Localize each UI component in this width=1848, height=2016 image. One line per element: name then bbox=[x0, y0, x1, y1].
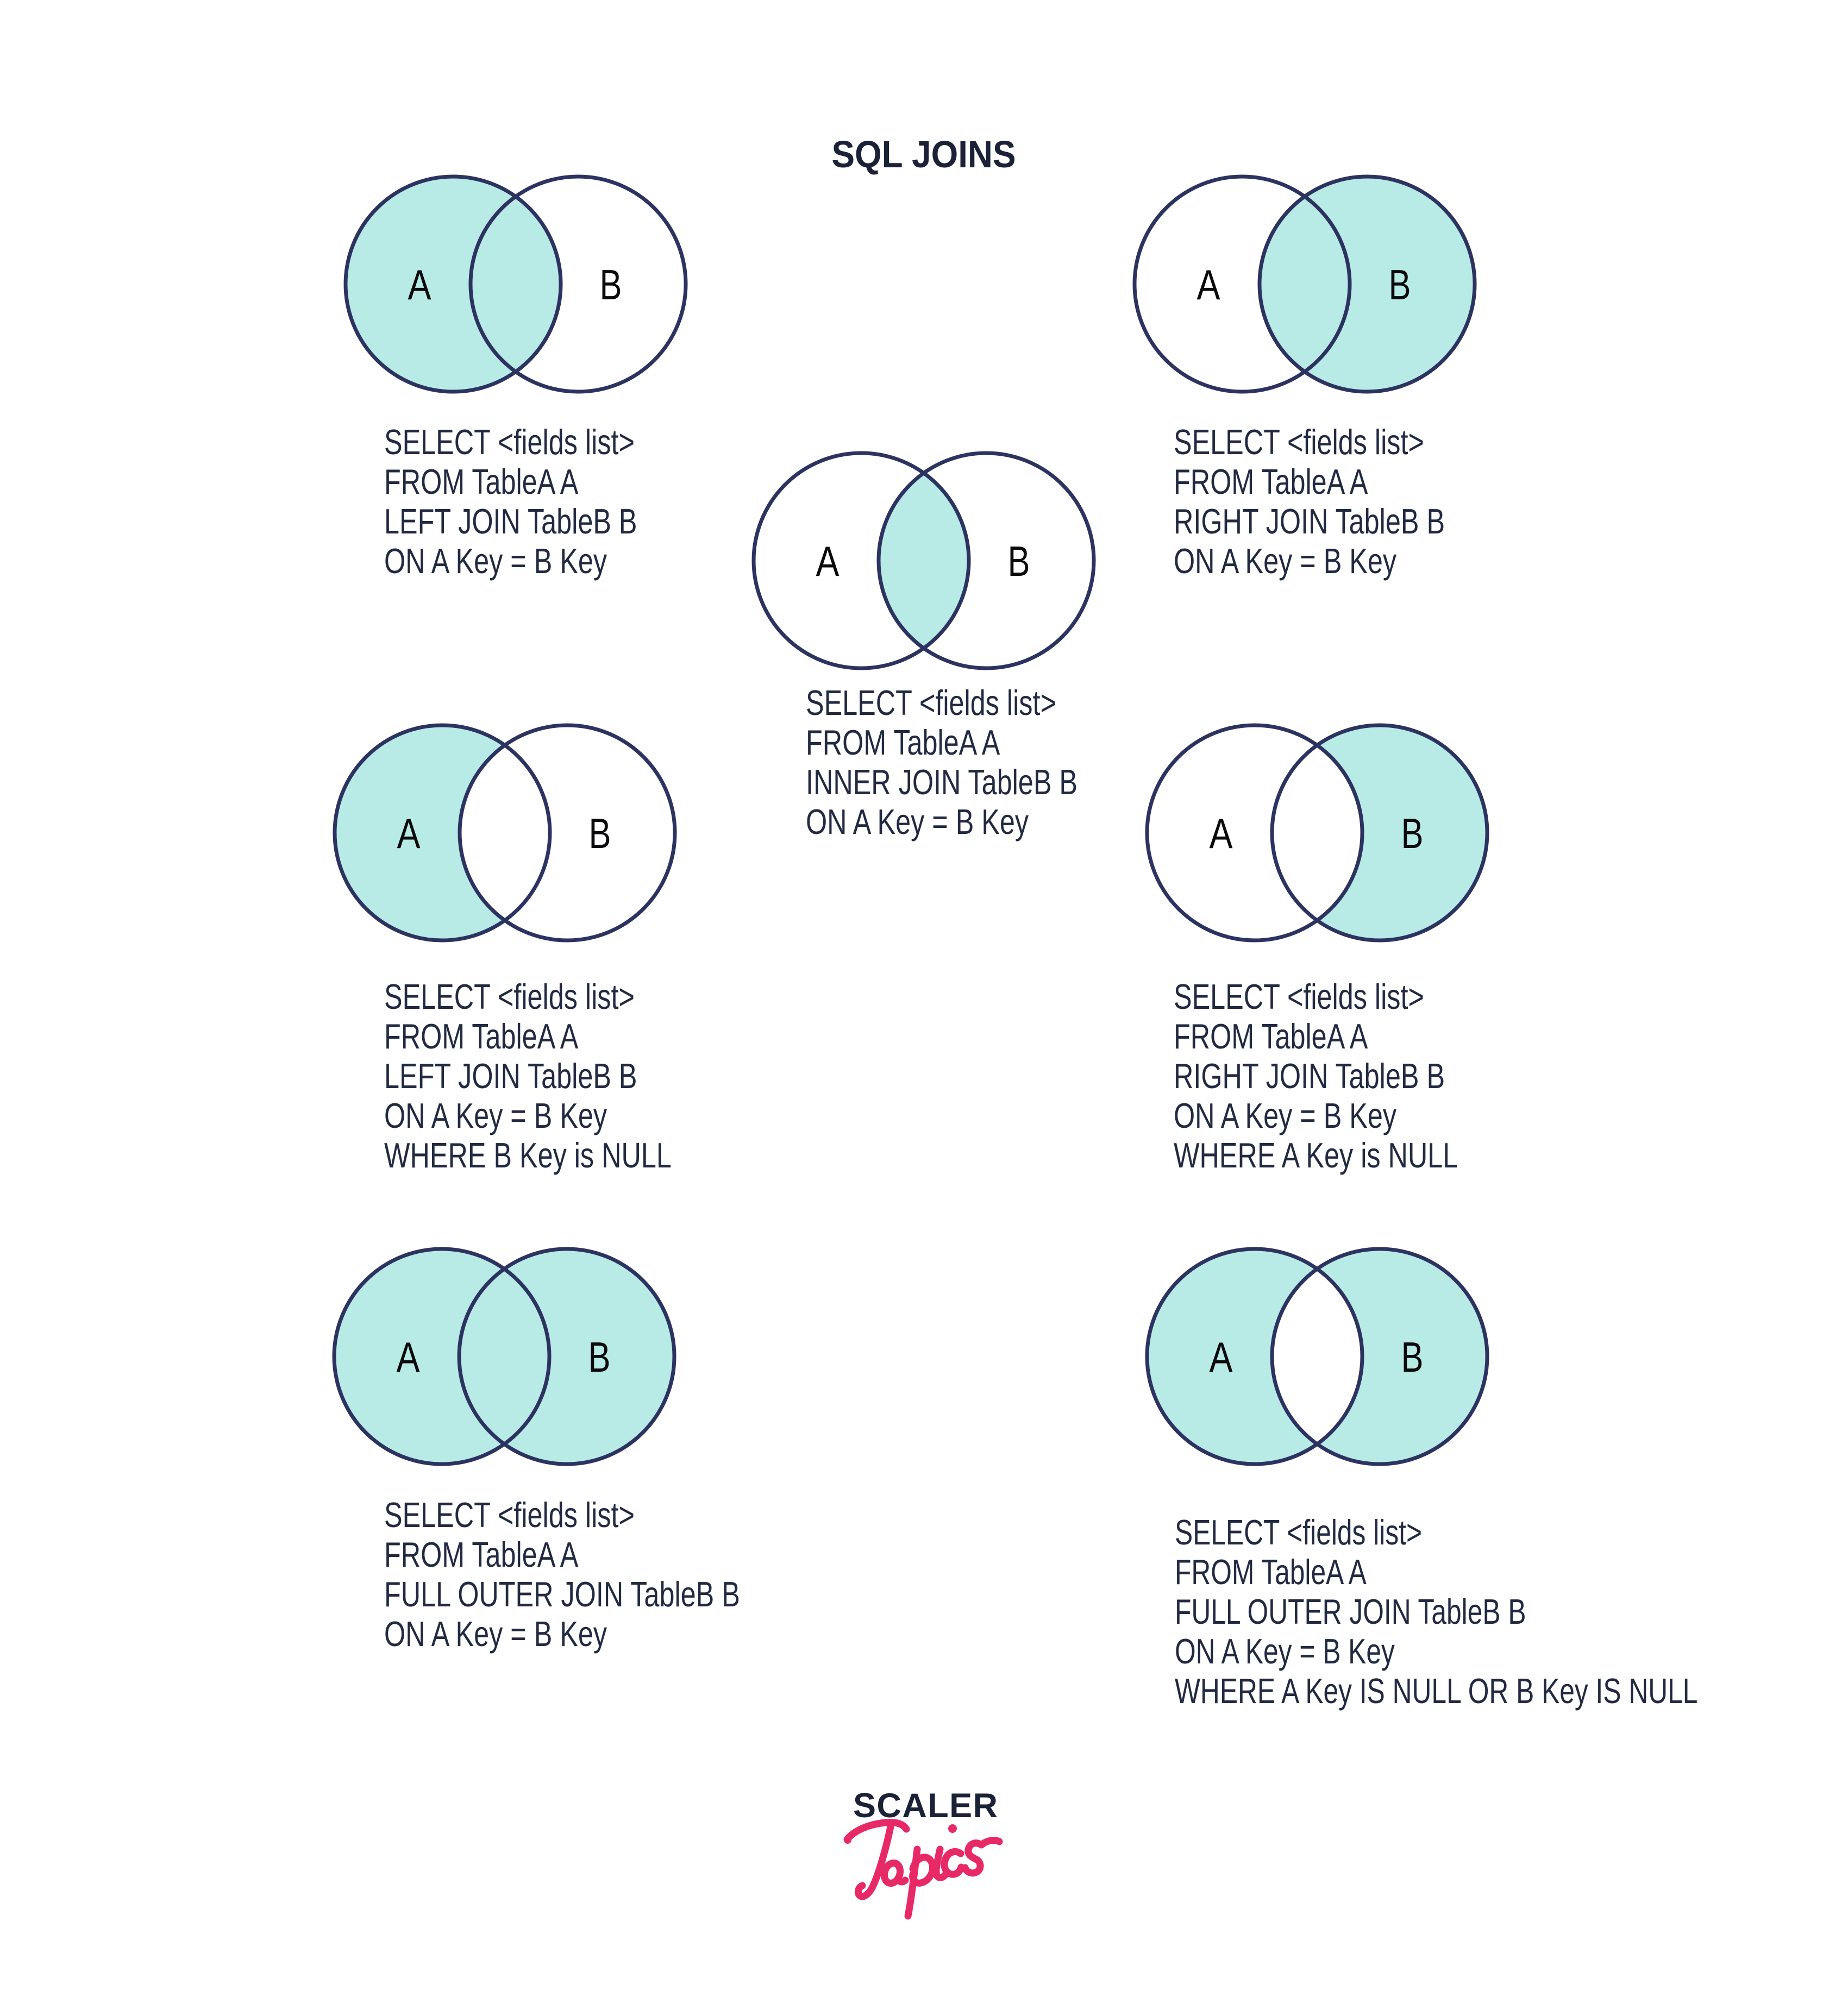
svg-text:A: A bbox=[397, 1333, 420, 1381]
svg-text:ON A Key = B Key: ON A Key = B Key bbox=[1175, 1632, 1395, 1672]
svg-text:SELECT <fields list>: SELECT <fields list> bbox=[1175, 1513, 1422, 1553]
svg-text:FROM TableA A: FROM TableA A bbox=[1174, 1017, 1368, 1057]
svg-text:B: B bbox=[1389, 261, 1411, 309]
svg-text:SELECT <fields list>: SELECT <fields list> bbox=[384, 423, 635, 462]
svg-text:B: B bbox=[1008, 537, 1030, 585]
svg-text:LEFT JOIN TableB B: LEFT JOIN TableB B bbox=[384, 502, 637, 542]
svg-text:FROM TableA A: FROM TableA A bbox=[384, 462, 578, 502]
svg-text:B: B bbox=[589, 809, 611, 857]
svg-text:A: A bbox=[1210, 1333, 1233, 1381]
svg-text:B: B bbox=[1401, 1333, 1424, 1381]
svg-text:WHERE A Key IS NULL OR B Key I: WHERE A Key IS NULL OR B Key IS NULL bbox=[1175, 1672, 1697, 1711]
svg-text:FROM TableA A: FROM TableA A bbox=[1175, 1553, 1367, 1592]
svg-text:ON A Key = B Key: ON A Key = B Key bbox=[1174, 1096, 1396, 1136]
svg-text:RIGHT JOIN TableB B: RIGHT JOIN TableB B bbox=[1174, 1057, 1445, 1096]
svg-text:INNER JOIN TableB B: INNER JOIN TableB B bbox=[806, 763, 1078, 802]
svg-text:B: B bbox=[600, 261, 622, 309]
svg-text:ON A Key = B Key: ON A Key = B Key bbox=[384, 542, 607, 581]
svg-text:FULL OUTER JOIN TableB B: FULL OUTER JOIN TableB B bbox=[1175, 1593, 1526, 1632]
svg-text:A: A bbox=[397, 809, 421, 857]
svg-text:SELECT <fields list>: SELECT <fields list> bbox=[806, 683, 1056, 723]
svg-text:SQL JOINS: SQL JOINS bbox=[832, 133, 1016, 175]
svg-text:WHERE B Key is NULL: WHERE B Key is NULL bbox=[384, 1136, 672, 1176]
svg-text:ON A Key = B Key: ON A Key = B Key bbox=[384, 1096, 607, 1136]
svg-text:SELECT <fields list>: SELECT <fields list> bbox=[384, 977, 635, 1017]
svg-text:FROM TableA A: FROM TableA A bbox=[806, 723, 1000, 763]
svg-text:ON A Key = B Key: ON A Key = B Key bbox=[384, 1615, 607, 1654]
svg-text:RIGHT JOIN TableB B: RIGHT JOIN TableB B bbox=[1174, 502, 1445, 542]
svg-text:A: A bbox=[1210, 809, 1233, 857]
svg-text:SELECT <fields list>: SELECT <fields list> bbox=[1174, 977, 1424, 1017]
svg-text:WHERE A Key is NULL: WHERE A Key is NULL bbox=[1174, 1136, 1458, 1176]
svg-text:FROM TableA A: FROM TableA A bbox=[1174, 462, 1368, 502]
svg-text:FULL OUTER JOIN TableB B: FULL OUTER JOIN TableB B bbox=[384, 1575, 740, 1615]
svg-text:A: A bbox=[408, 261, 431, 309]
svg-text:ON A Key = B Key: ON A Key = B Key bbox=[806, 802, 1029, 842]
svg-text:B: B bbox=[588, 1333, 611, 1381]
svg-text:SELECT <fields list>: SELECT <fields list> bbox=[384, 1496, 635, 1535]
svg-text:B: B bbox=[1401, 809, 1424, 857]
svg-text:SELECT <fields list>: SELECT <fields list> bbox=[1174, 423, 1424, 462]
svg-text:A: A bbox=[1197, 261, 1220, 309]
svg-text:FROM TableA A: FROM TableA A bbox=[384, 1017, 578, 1057]
svg-text:FROM TableA A: FROM TableA A bbox=[384, 1535, 578, 1575]
svg-text:LEFT JOIN TableB B: LEFT JOIN TableB B bbox=[384, 1057, 637, 1096]
svg-text:ON A Key = B Key: ON A Key = B Key bbox=[1174, 542, 1396, 581]
svg-text:A: A bbox=[816, 537, 840, 585]
svg-text:SCALER: SCALER bbox=[853, 1787, 998, 1825]
